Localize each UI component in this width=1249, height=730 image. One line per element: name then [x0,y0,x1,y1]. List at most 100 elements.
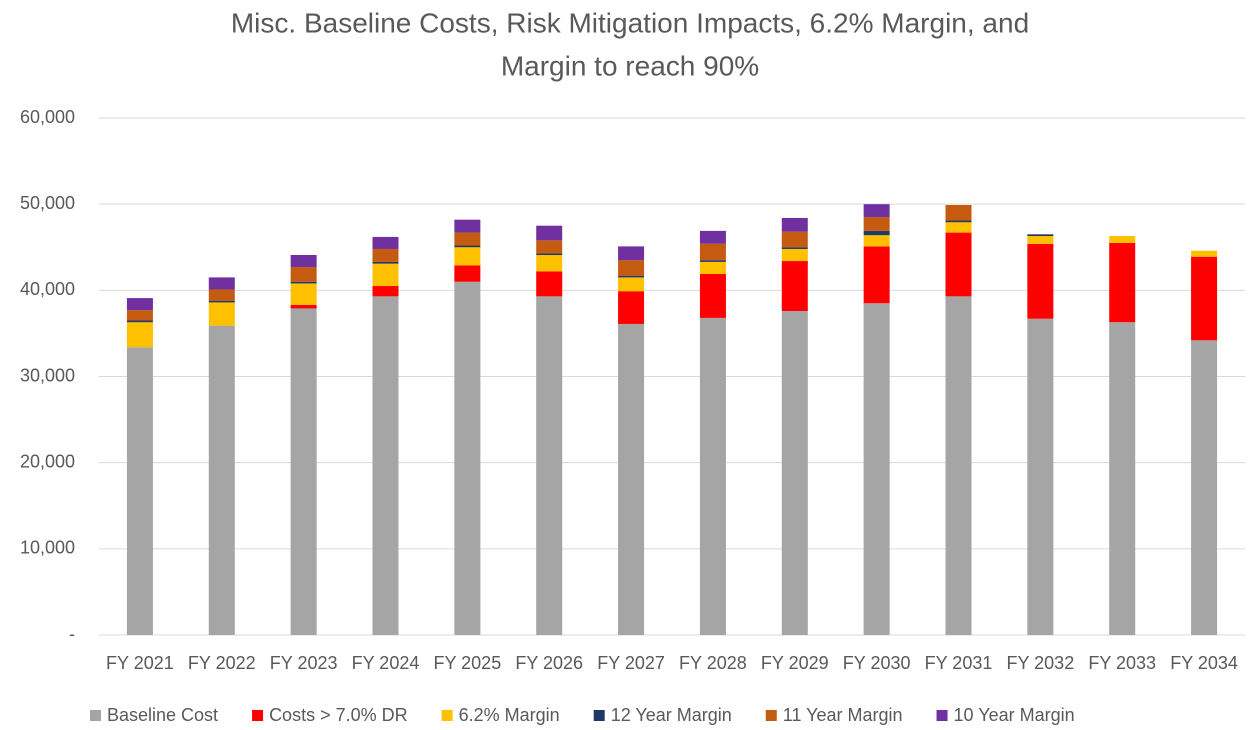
legend-label: 11 Year Margin [783,705,903,725]
bar-segment [863,303,890,635]
x-tick-label: FY 2024 [352,653,420,673]
bar-segment [208,300,235,303]
x-tick-label: FY 2025 [433,653,501,673]
bar-segment [536,225,563,241]
bar-segment [290,281,317,284]
bar-segment [781,231,808,248]
bar-segment [618,323,645,635]
bar-segment [536,240,563,254]
bar-segment [454,265,481,282]
chart-title: Margin to reach 90% [501,50,759,81]
bar-segment [699,261,726,274]
y-tick-label: 10,000 [20,538,75,558]
bar-segment [208,289,235,301]
bar-segment [945,220,972,223]
legend-swatch [252,710,264,721]
x-tick-label: FY 2026 [515,653,583,673]
bar-segment [208,277,235,290]
y-tick-label: 20,000 [20,451,75,471]
bar-segment [618,291,645,324]
bar-segment [781,261,808,312]
legend-swatch [90,710,101,721]
bar-segment [618,275,645,278]
bar-segment [945,232,972,297]
x-tick-label: FY 2031 [925,653,993,673]
bar-segment [863,230,890,236]
bar-segment [290,267,317,282]
y-tick-label: 60,000 [20,107,75,127]
x-tick-label: FY 2030 [843,653,911,673]
bar-segment [699,260,726,262]
bar-segment [1191,250,1218,257]
bar-segment [863,235,890,247]
bar-segment [290,304,317,309]
bar-segment [863,204,890,218]
x-tick-label: FY 2023 [270,653,338,673]
bar-segment [863,217,890,231]
legend-label: 12 Year Margin [611,705,732,725]
bar-segment [945,222,972,233]
bar-segment [781,217,808,232]
bar-segment [1027,234,1054,237]
bar-segment [618,260,645,276]
bar-segment [863,246,890,304]
bar-segment [1191,256,1218,341]
x-tick-label: FY 2034 [1170,653,1238,673]
bar-segment [126,347,153,635]
bar-segment [945,296,972,635]
legend-swatch [936,710,948,721]
legend-label: 10 Year Margin [954,705,1075,725]
bar-segment [372,296,399,635]
y-tick-label: 40,000 [20,279,75,299]
bar-segment [454,245,481,248]
bar-segment [699,273,726,318]
legend-label: 6.2% Margin [459,705,560,725]
bar-segment [372,261,399,264]
bar-segment [536,271,563,297]
legend-swatch [593,710,605,721]
x-tick-label: FY 2022 [188,653,256,673]
bar-segment [126,310,153,321]
bar-segment [618,277,645,292]
bar-segment [781,247,808,249]
bar-segment [126,320,153,323]
bar-segment [1027,243,1054,319]
legend-label: Costs > 7.0% DR [269,705,408,725]
y-tick-label: - [69,624,75,644]
bar-segment [454,247,481,266]
bar-segment [618,246,645,261]
bar-segment [1109,322,1136,635]
x-tick-label: FY 2033 [1088,653,1156,673]
bar-segment [372,263,399,287]
bar-segment [536,255,563,272]
bar-segment [1027,236,1054,244]
bar-segment [126,298,153,311]
bar-segment [454,281,481,635]
bar-segment [126,322,153,348]
y-tick-label: 50,000 [20,193,75,213]
bar-segment [699,243,726,261]
bar-segment [208,325,235,635]
y-tick-label: 30,000 [20,365,75,385]
x-tick-label: FY 2032 [1006,653,1074,673]
bar-segment [290,283,317,305]
bar-segment [781,311,808,635]
bar-segment [1109,236,1136,243]
chart-title: Misc. Baseline Costs, Risk Mitigation Im… [231,7,1029,38]
bar-segment [699,230,726,244]
bar-segment [1109,242,1136,323]
bar-segment [945,205,972,221]
bar-segment [454,219,481,233]
bar-segment [372,248,399,262]
bar-segment [536,296,563,635]
bar-segment [372,236,399,249]
legend-swatch [441,710,453,721]
bar-segment [290,308,317,635]
x-tick-label: FY 2029 [761,653,829,673]
x-tick-label: FY 2021 [106,653,174,673]
bar-segment [454,232,481,246]
bar-segment [1027,318,1054,635]
bar-segment [290,255,317,268]
x-tick-label: FY 2028 [679,653,747,673]
